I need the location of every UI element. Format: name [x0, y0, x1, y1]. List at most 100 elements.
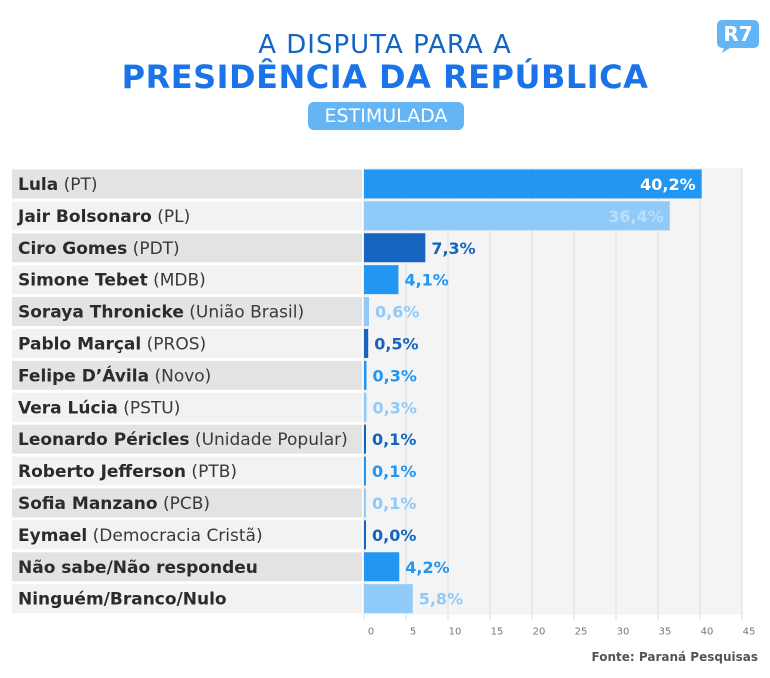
- bar: [364, 488, 366, 518]
- bar: [364, 328, 369, 358]
- category-label-bg: [12, 456, 362, 486]
- category-label-bg: [12, 392, 362, 422]
- candidate-party: (Novo): [149, 366, 211, 386]
- plot-background: [364, 168, 742, 615]
- candidate-name: Sofia Manzano: [18, 494, 158, 514]
- candidate-name: Ninguém/Branco/Nulo: [18, 590, 227, 610]
- category-label-bg: [12, 488, 362, 518]
- category-label: Ciro Gomes (PDT): [18, 239, 180, 259]
- candidate-party: (PCB): [158, 494, 210, 514]
- category-label-bg: [12, 265, 362, 295]
- bar: [364, 360, 367, 390]
- value-label: 40,2%: [640, 175, 696, 194]
- bar: [364, 233, 426, 263]
- category-label: Pablo Marçal (PROS): [18, 334, 206, 354]
- candidate-name: Não sabe/Não respondeu: [18, 558, 258, 578]
- category-label-bg: [12, 233, 362, 263]
- r7-logo: R7: [716, 18, 760, 54]
- candidate-name: Jair Bolsonaro: [17, 207, 152, 227]
- category-label: Lula (PT): [18, 175, 98, 195]
- candidate-name: Felipe D’Ávila: [18, 364, 149, 386]
- logo-text: R7: [723, 22, 752, 46]
- candidate-party: (Unidade Popular): [190, 430, 348, 450]
- estimulada-badge: ESTIMULADA: [308, 102, 464, 130]
- category-label: Soraya Thronicke (União Brasil): [18, 303, 304, 323]
- title-line-1: A DISPUTA PARA A: [258, 30, 512, 60]
- candidate-name: Pablo Marçal: [18, 334, 141, 354]
- bar: [364, 424, 366, 454]
- value-label: 0,3%: [373, 398, 417, 417]
- category-label-bg: [12, 552, 362, 582]
- x-tick-label: 5: [410, 627, 416, 638]
- x-tick-label: 30: [617, 627, 630, 638]
- candidate-party: (PTB): [186, 462, 237, 482]
- x-tick-label: 35: [659, 627, 672, 638]
- x-tick-label: 25: [575, 627, 588, 638]
- bar: [364, 169, 702, 199]
- category-label: Jair Bolsonaro (PL): [17, 207, 190, 227]
- category-label: Não sabe/Não respondeu: [18, 558, 258, 578]
- category-label: Roberto Jefferson (PTB): [18, 462, 237, 482]
- candidate-party: (MDB): [148, 271, 206, 291]
- value-label: 4,2%: [405, 558, 449, 577]
- x-tick-label: 20: [533, 627, 546, 638]
- value-label: 0,3%: [373, 366, 417, 385]
- value-label: 0,1%: [372, 494, 416, 513]
- source-note: Fonte: Paraná Pesquisas: [591, 650, 758, 664]
- category-label: Felipe D’Ávila (Novo): [18, 364, 211, 386]
- candidate-name: Simone Tebet: [18, 271, 148, 291]
- category-label: Simone Tebet (MDB): [18, 271, 206, 291]
- x-tick-label: 15: [491, 627, 504, 638]
- value-label: 0,1%: [372, 430, 416, 449]
- r7-logo-icon: R7: [717, 20, 759, 53]
- title-line-2: PRESIDÊNCIA DA REPÚBLICA: [121, 58, 649, 96]
- bar: [364, 201, 670, 231]
- candidate-party: (PSTU): [118, 398, 181, 418]
- candidate-name: Eymael: [18, 526, 87, 546]
- category-label-bg: [12, 169, 362, 199]
- category-label: Leonardo Péricles (Unidade Popular): [18, 430, 348, 450]
- x-tick-label: 10: [449, 627, 462, 638]
- value-label: 0,5%: [374, 334, 418, 353]
- value-label: 0,6%: [375, 303, 419, 322]
- category-label: Eymael (Democracia Cristã): [18, 526, 263, 546]
- bar: [364, 456, 366, 486]
- candidate-name: Soraya Thronicke: [18, 303, 184, 323]
- bar: [364, 520, 366, 550]
- value-label: 0,1%: [372, 462, 416, 481]
- category-label-bg: [12, 201, 362, 231]
- bar: [364, 392, 367, 422]
- category-label-bg: [12, 297, 362, 327]
- category-label-bg: [12, 328, 362, 358]
- x-tick-label: 45: [743, 627, 756, 638]
- candidate-name: Ciro Gomes: [18, 239, 127, 259]
- bar: [364, 584, 413, 614]
- bar-chart: 0 5 10 15 20 25 30 35 40 45 Lula (PT) 40,2% Jair Bol…: [12, 168, 756, 638]
- value-label: 7,3%: [431, 239, 475, 258]
- candidate-name: Vera Lúcia: [18, 398, 118, 418]
- candidate-party: (Democracia Cristã): [87, 526, 262, 546]
- category-label: Vera Lúcia (PSTU): [18, 398, 180, 418]
- category-label-bg: [12, 360, 362, 390]
- category-label: Ninguém/Branco/Nulo: [18, 590, 227, 610]
- candidate-party: (União Brasil): [184, 303, 304, 323]
- candidate-party: (PL): [152, 207, 190, 227]
- category-label-bg: [12, 520, 362, 550]
- candidate-name: Leonardo Péricles: [18, 430, 190, 450]
- bar: [364, 265, 399, 295]
- category-label-bg: [12, 584, 362, 614]
- x-tick-label: 40: [701, 627, 714, 638]
- candidate-party: (PDT): [127, 239, 179, 259]
- candidate-party: (PT): [58, 175, 97, 195]
- value-label: 0,0%: [372, 526, 416, 545]
- candidate-name: Lula: [18, 175, 58, 195]
- bar: [364, 552, 400, 582]
- value-label: 4,1%: [404, 271, 448, 290]
- candidate-name: Roberto Jefferson: [18, 462, 186, 482]
- category-label: Sofia Manzano (PCB): [18, 494, 210, 514]
- value-label: 36,4%: [608, 207, 664, 226]
- value-label: 5,8%: [419, 590, 463, 609]
- category-label-bg: [12, 424, 362, 454]
- candidate-party: (PROS): [141, 334, 206, 354]
- bar: [364, 297, 370, 327]
